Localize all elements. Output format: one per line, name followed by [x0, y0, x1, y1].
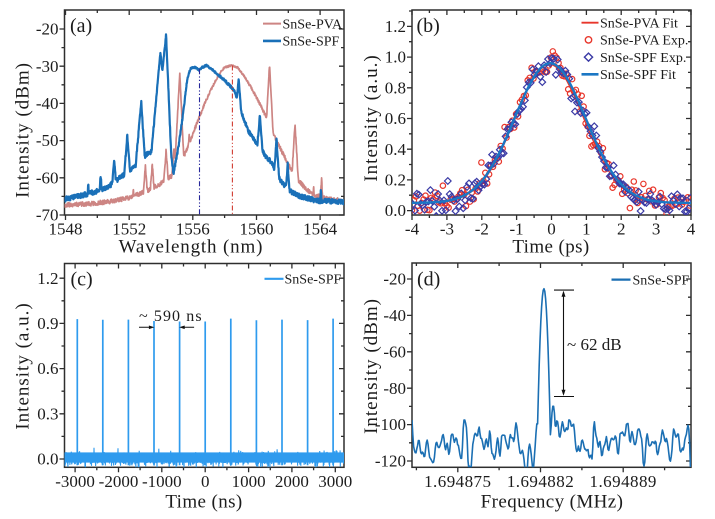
svg-text:0.3: 0.3 [37, 404, 58, 423]
svg-text:~ 590 ns: ~ 590 ns [139, 308, 203, 325]
svg-text:4: 4 [687, 220, 696, 239]
svg-text:1560: 1560 [240, 220, 274, 239]
svg-text:~ 62 dB: ~ 62 dB [567, 335, 622, 354]
svg-text:SnSe-SPF: SnSe-SPF [285, 273, 342, 288]
svg-text:0.0: 0.0 [37, 450, 58, 469]
svg-text:1.694889: 1.694889 [590, 472, 657, 491]
svg-text:0.6: 0.6 [37, 359, 58, 378]
svg-text:-80: -80 [383, 379, 406, 398]
svg-text:(c): (c) [71, 269, 93, 291]
svg-text:2000: 2000 [275, 472, 309, 491]
svg-text:Intensity (dBm): Intensity (dBm) [361, 298, 382, 434]
svg-text:SnSe-SPF: SnSe-SPF [633, 273, 690, 288]
svg-text:Intensity (a.u.): Intensity (a.u.) [361, 54, 382, 181]
svg-text:2: 2 [617, 220, 626, 239]
svg-text:-30: -30 [36, 57, 59, 76]
svg-text:1564: 1564 [303, 220, 338, 239]
svg-text:SnSe-SPF Exp.: SnSe-SPF Exp. [600, 51, 686, 66]
svg-text:-40: -40 [36, 94, 59, 113]
svg-text:0.4: 0.4 [385, 140, 407, 159]
svg-text:-4: -4 [405, 220, 420, 239]
svg-text:Intensity (dBm): Intensity (dBm) [13, 62, 34, 198]
svg-text:-1: -1 [510, 220, 524, 239]
svg-text:-2000: -2000 [99, 472, 139, 491]
svg-text:SnSe-SPF Fit: SnSe-SPF Fit [600, 68, 676, 83]
svg-text:-60: -60 [36, 168, 59, 187]
svg-text:-20: -20 [36, 20, 59, 39]
svg-text:Frequency (MHz): Frequency (MHz) [481, 492, 624, 513]
svg-text:0: 0 [201, 472, 210, 491]
svg-text:0.8: 0.8 [385, 78, 406, 97]
svg-text:-3: -3 [440, 220, 454, 239]
svg-text:(a): (a) [70, 15, 92, 37]
svg-text:1552: 1552 [112, 220, 146, 239]
svg-text:0.9: 0.9 [37, 314, 58, 333]
svg-text:-60: -60 [383, 342, 406, 361]
svg-text:SnSe-PVA Exp.: SnSe-PVA Exp. [600, 34, 688, 49]
svg-text:3: 3 [652, 220, 661, 239]
svg-text:-50: -50 [36, 131, 59, 150]
svg-text:Intensity (a.u.): Intensity (a.u.) [13, 302, 34, 429]
svg-text:-70: -70 [36, 206, 59, 225]
svg-text:0: 0 [547, 220, 556, 239]
svg-text:SnSe-SPF: SnSe-SPF [283, 35, 340, 50]
svg-text:Time (ps): Time (ps) [512, 237, 589, 258]
svg-text:1.2: 1.2 [385, 17, 406, 36]
svg-text:Time (ns): Time (ns) [165, 492, 242, 513]
svg-text:-40: -40 [383, 306, 406, 325]
svg-text:1: 1 [582, 220, 591, 239]
svg-text:1548: 1548 [49, 220, 83, 239]
svg-text:3000: 3000 [318, 472, 352, 491]
svg-text:0.0: 0.0 [385, 201, 406, 220]
svg-text:SnSe-PVA Fit: SnSe-PVA Fit [600, 16, 678, 31]
svg-text:1.694875: 1.694875 [424, 472, 491, 491]
svg-text:-2: -2 [475, 220, 489, 239]
svg-text:-100: -100 [375, 415, 406, 434]
svg-text:1556: 1556 [176, 220, 210, 239]
svg-text:Wavelength (nm): Wavelength (nm) [119, 237, 264, 258]
svg-text:0.6: 0.6 [385, 109, 406, 128]
svg-text:(d): (d) [417, 269, 440, 291]
svg-text:-120: -120 [375, 452, 406, 471]
svg-text:1.2: 1.2 [37, 269, 58, 288]
svg-text:1.694882: 1.694882 [507, 472, 574, 491]
svg-text:1000: 1000 [232, 472, 266, 491]
svg-text:1.0: 1.0 [385, 48, 406, 67]
svg-text:(b): (b) [417, 15, 440, 37]
svg-text:SnSe-PVA: SnSe-PVA [283, 17, 344, 32]
svg-text:-1000: -1000 [142, 472, 182, 491]
svg-text:0.2: 0.2 [385, 171, 406, 190]
svg-text:-20: -20 [383, 270, 406, 289]
svg-text:-3000: -3000 [55, 472, 95, 491]
